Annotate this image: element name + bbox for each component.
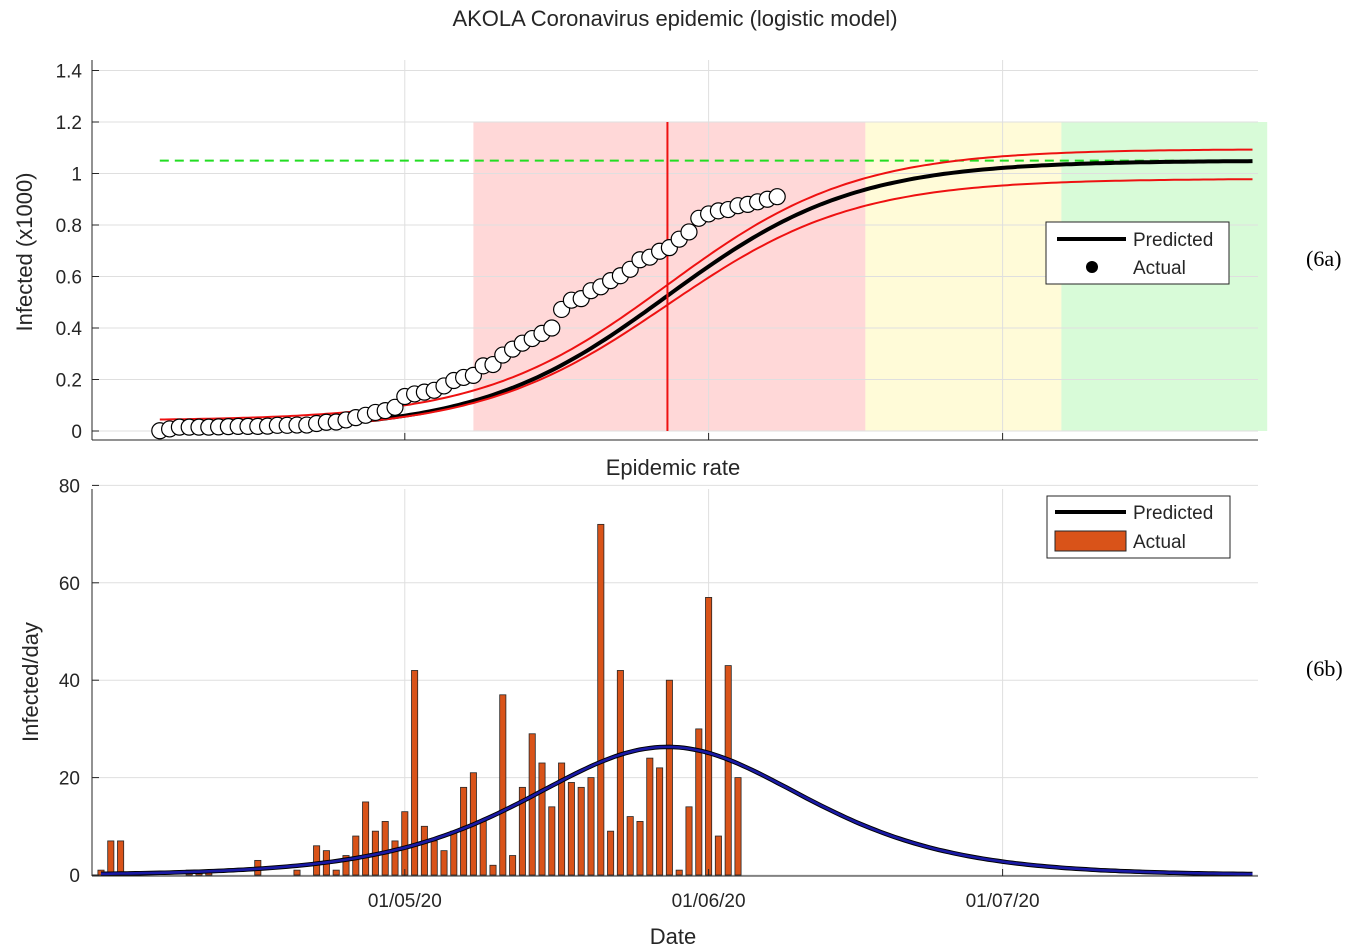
top-y-tick-label: 0.6 [56,268,82,289]
actual-bar [518,786,526,876]
figure-label-a: (6a) [1306,246,1341,271]
actual-bar [548,806,556,876]
bottom-x-axis-label: Date [650,924,696,949]
bottom-axes: 0 20 40 60 80 01/05/20 01/06/20 01/07/20 [59,476,1258,912]
bottom-legend-predicted-label: Predicted [1133,503,1213,524]
top-y-tick-label: 1 [71,165,82,186]
bottom-actual-bars [97,523,742,876]
actual-bar [528,733,536,876]
actual-bar [646,757,654,876]
actual-bar [499,694,507,876]
actual-bar [714,835,722,876]
actual-bar [695,728,703,876]
top-chart-title: AKOLA Coronavirus epidemic (logistic mod… [452,6,897,31]
actual-bar [381,821,389,876]
top-legend: Predicted Actual [1045,221,1230,285]
actual-bar [567,782,575,876]
actual-point [386,398,404,416]
bottom-x-tick-label: 01/05/20 [368,891,442,912]
actual-bar [607,830,615,876]
actual-bar [479,821,487,876]
actual-point [768,188,786,206]
bottom-y-tick-label: 20 [59,769,80,790]
bottom-y-tick-label: 40 [59,671,80,692]
bottom-legend: Predicted Actual [1046,495,1231,559]
bottom-legend-actual-swatch [1054,530,1127,552]
actual-bar [558,762,566,876]
actual-bar [401,811,409,876]
actual-bar [636,821,644,876]
actual-bar [362,801,370,876]
actual-bar [509,855,517,876]
top-actual-points [151,188,786,440]
bottom-x-tick-label: 01/07/20 [966,891,1040,912]
actual-bar [577,786,585,876]
actual-bar [342,855,350,876]
actual-bar [450,830,458,876]
actual-point [543,319,561,337]
top-legend-box [1045,221,1230,285]
bottom-predicted-curve [101,744,1253,877]
actual-bar [313,845,321,876]
actual-bar [705,597,713,876]
top-y-tick-label: 0.4 [56,319,83,340]
top-axes: 0 0.2 0.4 0.6 0.8 1 1.2 1.4 [56,60,1258,443]
actual-bar [293,869,301,876]
actual-bar [597,523,605,876]
actual-bar [626,816,634,876]
actual-bar [656,767,664,876]
actual-bar [675,869,683,876]
actual-bar [734,777,742,876]
actual-bar [489,864,497,876]
predicted-rate-curve-outline [101,744,1253,877]
top-y-tick-label: 0.2 [56,371,82,392]
actual-bar [391,840,399,876]
top-legend-predicted-label: Predicted [1133,230,1213,251]
actual-point [680,223,698,241]
actual-bar [616,670,624,876]
predicted-rate-curve [101,745,1253,876]
bottom-y-tick-label: 0 [69,866,80,887]
actual-bar [117,840,125,876]
top-legend-actual-label: Actual [1133,258,1186,279]
actual-bar [430,840,438,876]
bottom-y-tick-label: 80 [59,476,80,497]
actual-bar [587,777,595,876]
actual-bar [332,869,340,876]
actual-bar [420,825,428,876]
top-y-tick-label: 0 [71,422,82,443]
actual-bar [538,762,546,876]
top-y-axis-label: Infected (x1000) [12,173,37,332]
bottom-chart-title: Epidemic rate [606,455,741,480]
top-y-tick-label: 1.2 [56,113,82,134]
bottom-y-axis-label: Infected/day [18,622,43,742]
actual-bar [107,840,115,876]
figure-label-b: (6b) [1306,656,1343,681]
bottom-y-tick-label: 60 [59,574,80,595]
top-legend-actual-swatch [1086,261,1098,273]
bottom-legend-actual-label: Actual [1133,532,1186,553]
actual-bar [411,670,419,876]
actual-bar [665,679,673,876]
top-y-tick-label: 0.8 [56,216,82,237]
bottom-x-tick-label: 01/06/20 [672,891,746,912]
actual-bar [440,850,448,876]
actual-bar [724,665,732,876]
actual-bar [685,806,693,876]
top-y-tick-label: 1.4 [56,62,83,83]
